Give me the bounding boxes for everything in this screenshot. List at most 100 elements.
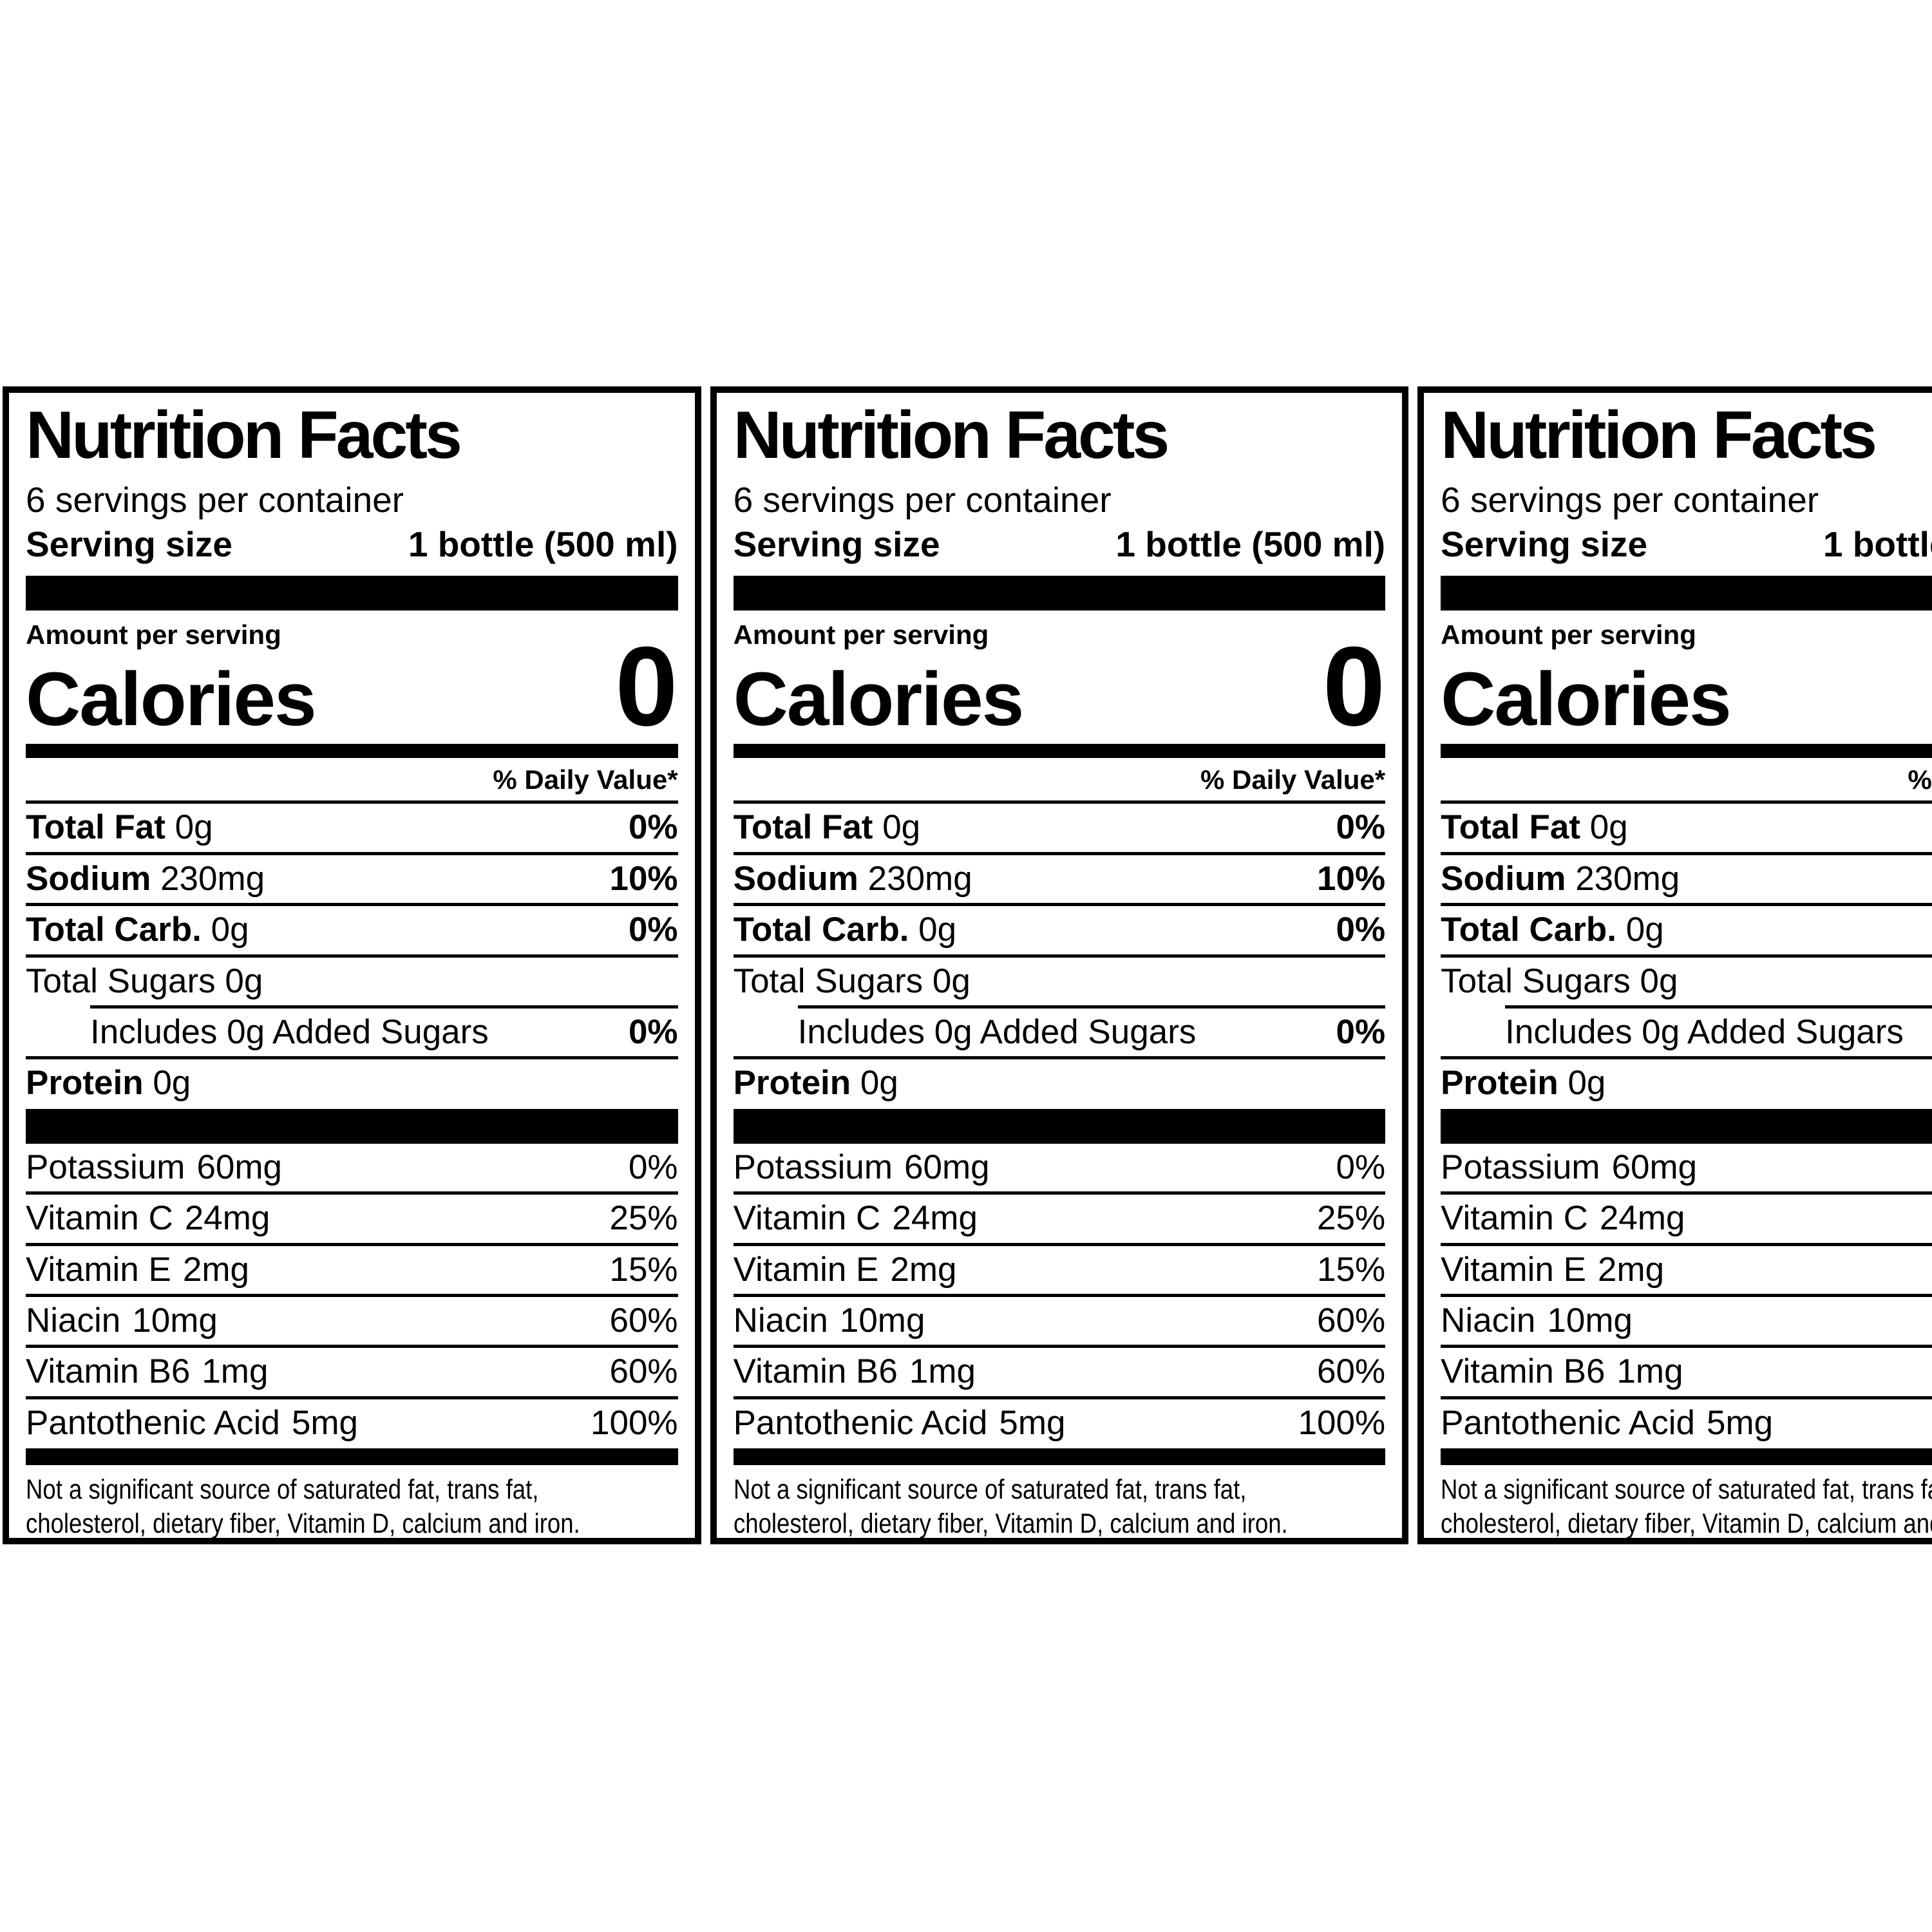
nutrient-name: Vitamin C (1441, 1199, 1588, 1238)
nutrient-dv: 60% (1317, 1352, 1386, 1391)
nutrient-name: Total Sugars (26, 961, 216, 1000)
nutrient-name: Includes 0g Added Sugars (797, 1013, 1197, 1051)
nutrient-amount: 1mg (202, 1352, 269, 1391)
thick-divider-bar (1441, 575, 1932, 611)
footnote: Not a significant source of saturated fa… (734, 1473, 1386, 1540)
nutrient-text: Vitamin E 2mg (734, 1251, 957, 1289)
nutrient-amount: 0g (225, 961, 263, 1000)
nutrient-text: Potassium 60mg (26, 1148, 282, 1187)
nutrient-dv: 0% (628, 808, 678, 847)
nutrient-dv: 0% (628, 1013, 678, 1051)
footnote-line-1: Not a significant source of saturated fa… (26, 1474, 539, 1506)
nutrient-name: Vitamin E (26, 1250, 171, 1289)
calories-value: 0 (1322, 624, 1386, 750)
nutrient-dv: 25% (1317, 1199, 1386, 1238)
nutrient-text: Total Fat 0g (734, 808, 921, 847)
nutrient-text: Includes 0g Added Sugars (798, 1013, 1197, 1052)
serving-size-row: Serving size 1 bottle (500 ml) (1441, 524, 1932, 565)
nutrient-text: Vitamin C 24mg (1441, 1199, 1685, 1238)
nutrient-amount: 0g (1640, 961, 1678, 1000)
nutrient-text: Vitamin E 2mg (1441, 1251, 1664, 1289)
footnote-line-2: cholesterol, dietary fiber, Vitamin D, c… (733, 1508, 1288, 1539)
nutrient-amount: 230mg (1575, 859, 1680, 898)
calories-value: 0 (615, 624, 678, 750)
nutrition-facts-title: Nutrition Facts (26, 398, 462, 473)
nutrient-text: Total Carb. 0g (1441, 911, 1664, 949)
nutrient-row-total-sugars: Total Sugars 0g (733, 954, 1386, 1005)
nutrient-name: Vitamin E (733, 1250, 879, 1289)
serving-size-label: Serving size (26, 524, 232, 564)
nutrient-text: Sodium 230mg (734, 860, 972, 898)
nutrient-text: Pantothenic Acid 5mg (26, 1404, 358, 1443)
nutrient-dv: 60% (609, 1302, 678, 1340)
nutrient-text: Pantothenic Acid 5mg (734, 1404, 1066, 1443)
nutrient-text: Includes 0g Added Sugars (1505, 1013, 1904, 1052)
nutrient-name: Total Sugars (1441, 961, 1631, 1000)
nutrient-amount: 0g (1625, 911, 1664, 949)
nutrient-name: Niacin (26, 1302, 121, 1340)
nutrient-text: Niacin 10mg (26, 1302, 218, 1340)
nutrient-amount: 0g (153, 1064, 191, 1103)
nutrient-name: Includes 0g Added Sugars (1505, 1013, 1904, 1051)
nutrient-text: Total Carb. 0g (26, 911, 249, 949)
amount-per-serving-label: Amount per serving (1441, 619, 1696, 650)
nutrient-dv: 60% (1317, 1302, 1386, 1340)
nutrient-dv: 10% (609, 859, 678, 898)
nutrition-facts-panel: Nutrition Facts 6 servings per container… (3, 386, 701, 1544)
nutrient-amount: 10mg (839, 1302, 925, 1340)
nutrient-dv: 0% (1336, 808, 1386, 847)
nutrient-name: Protein (26, 1064, 144, 1103)
servings-per-container: 6 servings per container (733, 480, 1112, 520)
nutrient-row-total-sugars: Total Sugars 0g (1441, 954, 1932, 1005)
nutrient-name: Vitamin C (26, 1199, 173, 1238)
calories-row: Calories 0 (1441, 647, 1932, 737)
nutrient-name: Total Fat (733, 808, 873, 847)
thick-divider-bar (26, 575, 678, 611)
nutrient-row-protein: Protein 0g (733, 1056, 1386, 1107)
nutrient-text: Total Sugars 0g (1441, 962, 1678, 1001)
footnote: Not a significant source of saturated fa… (1441, 1473, 1932, 1540)
nutrition-facts-panel: Nutrition Facts 6 servings per container… (1417, 386, 1932, 1544)
nutrient-text: Total Fat 0g (26, 808, 213, 847)
nutrient-name: Total Carb. (1441, 911, 1616, 949)
nutrient-amount: 10mg (1547, 1302, 1633, 1340)
footnote-line-1: Not a significant source of saturated fa… (1441, 1474, 1932, 1506)
footnote: Not a significant source of saturated fa… (26, 1473, 678, 1540)
nutrient-row-added-sugars: Includes 0g Added Sugars 0% (1505, 1005, 1932, 1056)
nutrient-amount: 2mg (182, 1250, 249, 1289)
nutrition-facts-panel: Nutrition Facts 6 servings per container… (710, 386, 1409, 1544)
nutrient-row-protein: Protein 0g (26, 1056, 678, 1107)
footnote-line-2: cholesterol, dietary fiber, Vitamin D, c… (26, 1508, 580, 1539)
nutrient-text: Protein 0g (1441, 1064, 1605, 1103)
nutrient-amount: 230mg (867, 859, 972, 898)
nutrient-name: Pantothenic Acid (26, 1403, 280, 1442)
serving-size-row: Serving size 1 bottle (500 ml) (26, 524, 678, 565)
nutrition-facts-title: Nutrition Facts (733, 398, 1170, 473)
thick-divider-bar (1441, 1108, 1932, 1144)
footnote-line-1: Not a significant source of saturated fa… (733, 1474, 1246, 1506)
nutrient-amount: 5mg (999, 1403, 1066, 1442)
nutrient-name: Sodium (1441, 859, 1566, 898)
nutrient-row-added-sugars: Includes 0g Added Sugars 0% (797, 1005, 1386, 1056)
nutrient-row-total-carb: Total Carb. 0g 0% (26, 903, 678, 954)
nutrient-amount: 0g (211, 911, 249, 949)
nutrient-text: Vitamin E 2mg (26, 1251, 249, 1289)
nutrient-amount: 60mg (904, 1148, 990, 1186)
footnote-line-2: cholesterol, dietary fiber, Vitamin D, c… (1441, 1508, 1932, 1539)
nutrient-amount: 1mg (1616, 1352, 1683, 1391)
nutrient-name: Pantothenic Acid (733, 1403, 988, 1442)
amount-per-serving-label: Amount per serving (733, 619, 989, 650)
nutrient-name: Pantothenic Acid (1441, 1403, 1695, 1442)
amount-per-serving-label: Amount per serving (26, 619, 281, 650)
nutrient-dv: 10% (1317, 859, 1386, 898)
nutrient-text: Protein 0g (734, 1064, 898, 1103)
nutrient-text: Total Carb. 0g (734, 911, 957, 949)
nutrient-dv: 0% (628, 1148, 678, 1186)
medium-divider-bar (733, 744, 1386, 759)
